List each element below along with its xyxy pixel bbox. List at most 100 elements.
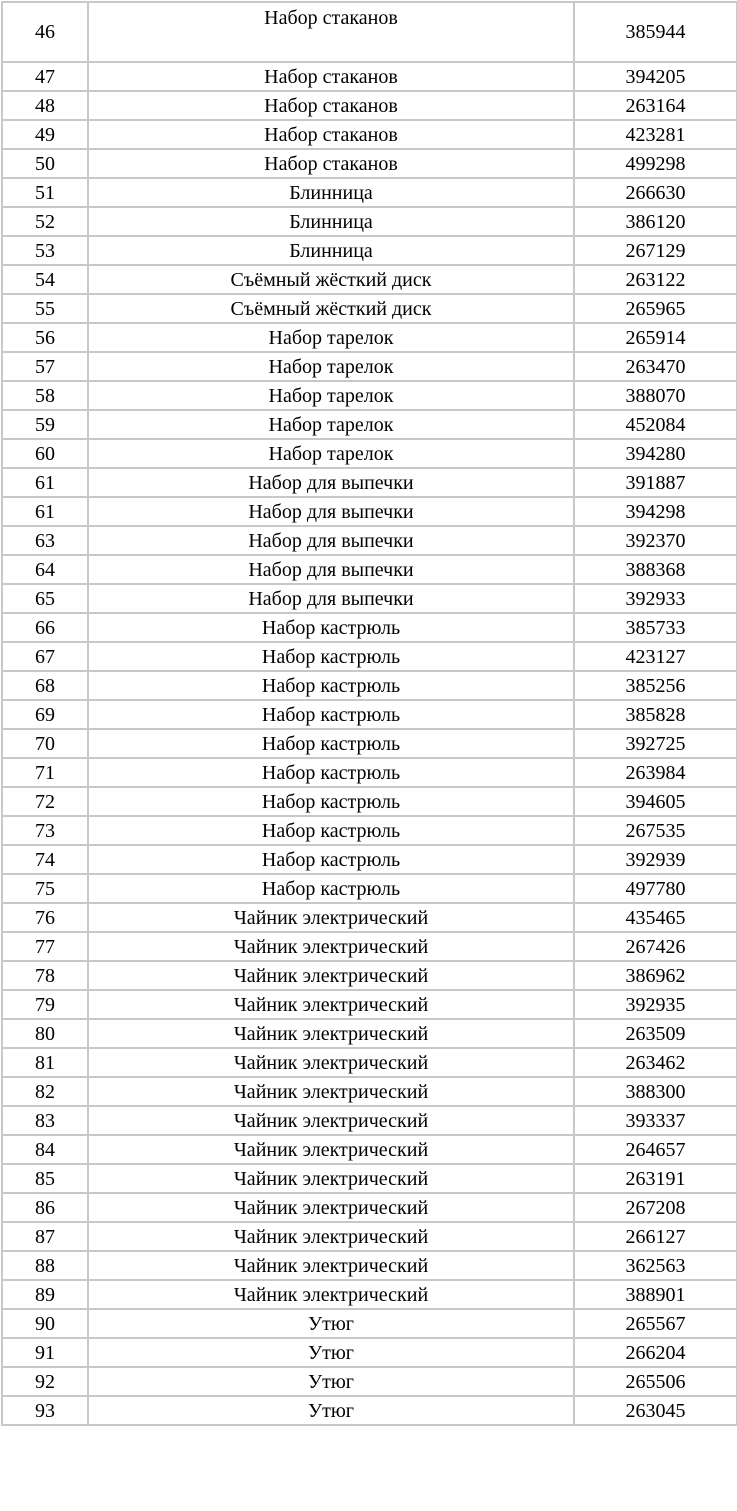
row-number-cell: 46: [1, 1, 89, 63]
row-number-cell: 85: [1, 1163, 89, 1194]
items-table-body: 46 Набор стаканов 385944 47 Набор стаканов 39…: [1, 1, 737, 1426]
row-number-cell: 76: [1, 902, 89, 933]
table-row: 68 Набор кастрюль 385256: [1, 670, 737, 701]
row-number-cell: 61: [1, 496, 89, 527]
row-number-cell: 82: [1, 1076, 89, 1107]
item-code-cell: 263191: [573, 1163, 737, 1194]
item-code-cell: 388368: [573, 554, 737, 585]
table-row: 71 Набор кастрюль 263984: [1, 757, 737, 788]
row-number-cell: 68: [1, 670, 89, 701]
row-number-cell: 92: [1, 1366, 89, 1397]
item-name-cell: Чайник электрический: [87, 1250, 575, 1281]
table-row: 58 Набор тарелок 388070: [1, 380, 737, 411]
row-number-cell: 89: [1, 1279, 89, 1310]
table-row: 67 Набор кастрюль 423127: [1, 641, 737, 672]
table-row: 55 Съёмный жёсткий диск 265965: [1, 293, 737, 324]
item-code-cell: 263984: [573, 757, 737, 788]
table-row: 73 Набор кастрюль 267535: [1, 815, 737, 846]
item-name-cell: Набор кастрюль: [87, 699, 575, 730]
item-code-cell: 391887: [573, 467, 737, 498]
table-row: 77 Чайник электрический 267426: [1, 931, 737, 962]
item-code-cell: 499298: [573, 148, 737, 179]
row-number-cell: 47: [1, 61, 89, 92]
item-code-cell: 265965: [573, 293, 737, 324]
item-code-cell: 392725: [573, 728, 737, 759]
table-row: 61 Набор для выпечки 391887: [1, 467, 737, 498]
row-number-cell: 61: [1, 467, 89, 498]
row-number-cell: 74: [1, 844, 89, 875]
item-code-cell: 385256: [573, 670, 737, 701]
table-row: 75 Набор кастрюль 497780: [1, 873, 737, 904]
item-name-cell: Набор тарелок: [87, 351, 575, 382]
item-code-cell: 263462: [573, 1047, 737, 1078]
row-number-cell: 91: [1, 1337, 89, 1368]
row-number-cell: 77: [1, 931, 89, 962]
table-row: 79 Чайник электрический 392935: [1, 989, 737, 1020]
table-row: 49 Набор стаканов 423281: [1, 119, 737, 150]
item-name-cell: Набор стаканов: [87, 61, 575, 92]
table-row: 61 Набор для выпечки 394298: [1, 496, 737, 527]
item-name-cell: Блинница: [87, 206, 575, 237]
table-row: 93 Утюг 263045: [1, 1395, 737, 1426]
item-name-cell: Набор для выпечки: [87, 554, 575, 585]
item-name-cell: Чайник электрический: [87, 1134, 575, 1165]
item-code-cell: 388901: [573, 1279, 737, 1310]
item-name-cell: Набор стаканов: [87, 148, 575, 179]
table-row: 59 Набор тарелок 452084: [1, 409, 737, 440]
item-code-cell: 263509: [573, 1018, 737, 1049]
item-name-cell: Съёмный жёсткий диск: [87, 293, 575, 324]
table-row: 54 Съёмный жёсткий диск 263122: [1, 264, 737, 295]
item-name-cell: Набор стаканов: [87, 1, 575, 63]
item-code-cell: 386962: [573, 960, 737, 991]
row-number-cell: 55: [1, 293, 89, 324]
table-row: 46 Набор стаканов 385944: [1, 1, 737, 63]
row-number-cell: 60: [1, 438, 89, 469]
row-number-cell: 56: [1, 322, 89, 353]
item-name-cell: Чайник электрический: [87, 989, 575, 1020]
row-number-cell: 66: [1, 612, 89, 643]
row-number-cell: 70: [1, 728, 89, 759]
item-name-cell: Набор тарелок: [87, 438, 575, 469]
table-row: 63 Набор для выпечки 392370: [1, 525, 737, 556]
table-row: 66 Набор кастрюль 385733: [1, 612, 737, 643]
row-number-cell: 57: [1, 351, 89, 382]
row-number-cell: 86: [1, 1192, 89, 1223]
item-code-cell: 423127: [573, 641, 737, 672]
row-number-cell: 58: [1, 380, 89, 411]
item-name-cell: Набор для выпечки: [87, 467, 575, 498]
item-name-cell: Чайник электрический: [87, 1192, 575, 1223]
table-row: 82 Чайник электрический 388300: [1, 1076, 737, 1107]
item-name-cell: Чайник электрический: [87, 902, 575, 933]
item-name-cell: Чайник электрический: [87, 960, 575, 991]
table-row: 76 Чайник электрический 435465: [1, 902, 737, 933]
item-code-cell: 394280: [573, 438, 737, 469]
item-name-cell: Набор кастрюль: [87, 815, 575, 846]
row-number-cell: 88: [1, 1250, 89, 1281]
row-number-cell: 79: [1, 989, 89, 1020]
table-row: 78 Чайник электрический 386962: [1, 960, 737, 991]
item-code-cell: 393337: [573, 1105, 737, 1136]
table-row: 84 Чайник электрический 264657: [1, 1134, 737, 1165]
table-row: 86 Чайник электрический 267208: [1, 1192, 737, 1223]
table-row: 85 Чайник электрический 263191: [1, 1163, 737, 1194]
row-number-cell: 73: [1, 815, 89, 846]
row-number-cell: 83: [1, 1105, 89, 1136]
table-row: 60 Набор тарелок 394280: [1, 438, 737, 469]
table-row: 57 Набор тарелок 263470: [1, 351, 737, 382]
item-name-cell: Чайник электрический: [87, 1076, 575, 1107]
table-row: 53 Блинница 267129: [1, 235, 737, 266]
row-number-cell: 81: [1, 1047, 89, 1078]
item-code-cell: 392933: [573, 583, 737, 614]
table-row: 91 Утюг 266204: [1, 1337, 737, 1368]
row-number-cell: 80: [1, 1018, 89, 1049]
item-code-cell: 386120: [573, 206, 737, 237]
row-number-cell: 93: [1, 1395, 89, 1426]
table-row: 74 Набор кастрюль 392939: [1, 844, 737, 875]
item-code-cell: 385944: [573, 1, 737, 63]
item-code-cell: 267535: [573, 815, 737, 846]
item-name-cell: Набор для выпечки: [87, 525, 575, 556]
row-number-cell: 67: [1, 641, 89, 672]
item-name-cell: Набор кастрюль: [87, 873, 575, 904]
item-code-cell: 423281: [573, 119, 737, 150]
table-row: 48 Набор стаканов 263164: [1, 90, 737, 121]
